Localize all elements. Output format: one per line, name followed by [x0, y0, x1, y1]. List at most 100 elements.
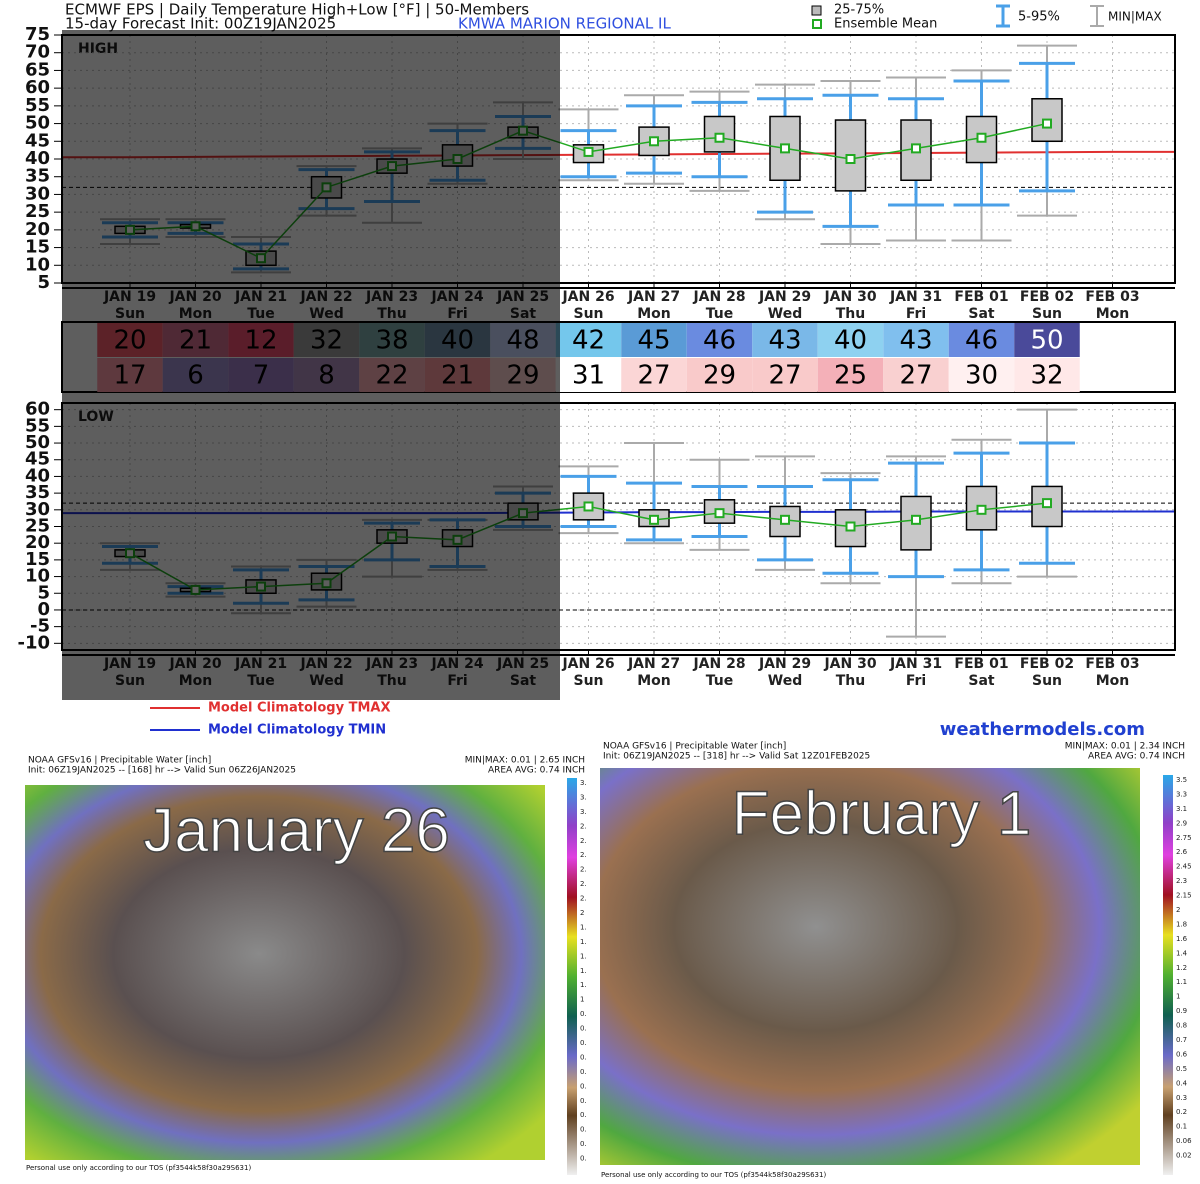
map-label: February 1 [732, 779, 1032, 848]
colorbar-label: 1.4 [1176, 949, 1188, 957]
mean-marker [714, 132, 725, 143]
x-tick-label: JAN 28 [692, 656, 745, 672]
table-cell [752, 358, 818, 392]
mean-marker [780, 514, 790, 525]
y-tick-label: 60 [25, 399, 50, 420]
colorbar-label: 2. [580, 822, 587, 830]
table-cell [1014, 323, 1080, 357]
map-init: Init: 06Z19JAN2025 -- [168] hr --> Valid… [28, 766, 296, 776]
table-cell [621, 323, 687, 357]
colorbar-label: 0.1 [1176, 1123, 1187, 1131]
x-weekday: Tue [706, 673, 733, 689]
colorbar-label: 2 [1176, 906, 1180, 914]
legend-tmin: Model Climatology TMIN [208, 723, 386, 738]
colorbar-label: 0.06 [1176, 1137, 1192, 1145]
x-tick-label: FEB 03 [1085, 289, 1139, 305]
colorbar-label: 2.15 [1176, 892, 1192, 900]
table-cell [752, 323, 818, 357]
colorbar-label: 2. [580, 895, 587, 903]
colorbar-label: 0. [580, 1126, 587, 1134]
x-weekday: Wed [768, 306, 802, 322]
colorbar-label: 0.7 [1176, 1036, 1187, 1044]
y-tick-label: 15 [25, 549, 50, 570]
x-tick-label: JAN 29 [758, 289, 811, 305]
map-minmax: MIN|MAX: 0.01 | 2.65 INCH [465, 756, 585, 766]
x-tick-label: JAN 30 [823, 656, 876, 672]
x-weekday: Sat [968, 306, 995, 322]
table-cell [948, 323, 1015, 357]
table-cell [555, 323, 622, 357]
table-cell [883, 358, 949, 392]
table-value: 27 [768, 361, 801, 391]
x-weekday: Sun [1032, 306, 1062, 322]
colorbar-label: 3.3 [1176, 790, 1187, 798]
colorbar-label: 2.45 [1176, 863, 1192, 871]
table-value: 43 [899, 326, 932, 356]
colorbar-label: 0. [580, 1111, 587, 1119]
x-weekday: Mon [637, 306, 671, 322]
colorbar-label: 0. [580, 1053, 587, 1061]
y-tick-label: 60 [25, 77, 50, 98]
legend-p5-95: 5-95% [1018, 10, 1060, 25]
mean-marker [649, 514, 659, 525]
x-weekday: Thu [836, 306, 865, 322]
colorbar-label: 0.6 [1176, 1050, 1188, 1058]
y-tick-label: 65 [25, 59, 50, 80]
y-tick-label: 50 [25, 432, 50, 453]
colorbar-label: 1. [580, 938, 587, 946]
colorbar-label: 0. [580, 1010, 587, 1018]
y-tick-label: 10 [25, 254, 50, 275]
map-avg: AREA AVG: 0.74 INCH [1088, 752, 1185, 762]
x-tick-label: FEB 03 [1085, 656, 1139, 672]
colorbar [1163, 775, 1173, 1175]
table-value: 27 [637, 361, 670, 391]
y-tick-label: 70 [25, 42, 50, 63]
map-note: Personal use only according to our TOS (… [26, 1164, 251, 1172]
colorbar-label: 3. [580, 779, 587, 787]
legend-minmax: MIN|MAX [1108, 10, 1162, 24]
y-tick-label: 50 [25, 113, 50, 134]
table-cell [883, 323, 949, 357]
colorbar-label: 0.2 [1176, 1108, 1187, 1116]
x-weekday: Mon [1096, 306, 1130, 322]
colorbar-label: 0. [580, 1068, 587, 1076]
y-tick-label: 0 [37, 599, 50, 620]
colorbar-label: 2.75 [1176, 834, 1192, 842]
x-tick-label: JAN 29 [758, 656, 811, 672]
colorbar-label: 1.2 [1176, 964, 1187, 972]
colorbar-label: 0. [580, 1039, 587, 1047]
table-value: 43 [768, 326, 801, 356]
y-tick-label: 75 [25, 24, 50, 45]
x-tick-label: JAN 26 [561, 656, 614, 672]
mean-marker [714, 508, 725, 519]
colorbar-label: 2. [580, 837, 587, 845]
table-value: 50 [1030, 326, 1063, 356]
legend-mean: Ensemble Mean [834, 17, 937, 32]
colorbar-label: 1. [580, 952, 587, 960]
table-value: 46 [965, 326, 998, 356]
mean-marker [1042, 118, 1052, 129]
x-tick-label: JAN 26 [561, 289, 614, 305]
x-weekday: Sat [968, 673, 995, 689]
table-value: 30 [965, 361, 998, 391]
x-weekday: Tue [706, 306, 733, 322]
map-image [25, 785, 545, 1160]
colorbar-label: 3. [580, 808, 587, 816]
y-tick-label: 20 [25, 219, 50, 240]
map-init: Init: 06Z19JAN2025 -- [318] hr --> Valid… [603, 752, 870, 762]
mean-marker [780, 143, 790, 154]
x-tick-label: FEB 02 [1020, 656, 1074, 672]
mean-marker [583, 501, 594, 512]
legend-box: 25-75% [834, 3, 884, 18]
table-value: 25 [834, 361, 867, 391]
station: KMWA MARION REGIONAL IL [458, 15, 671, 33]
table-cell [621, 358, 687, 392]
table-value: 27 [899, 361, 932, 391]
mean-marker [1042, 498, 1052, 509]
table-value: 45 [637, 326, 670, 356]
y-tick-label: 40 [25, 148, 50, 169]
x-weekday: Thu [836, 673, 865, 689]
map-minmax: MIN|MAX: 0.01 | 2.34 INCH [1065, 742, 1185, 752]
x-tick-label: FEB 01 [954, 656, 1008, 672]
